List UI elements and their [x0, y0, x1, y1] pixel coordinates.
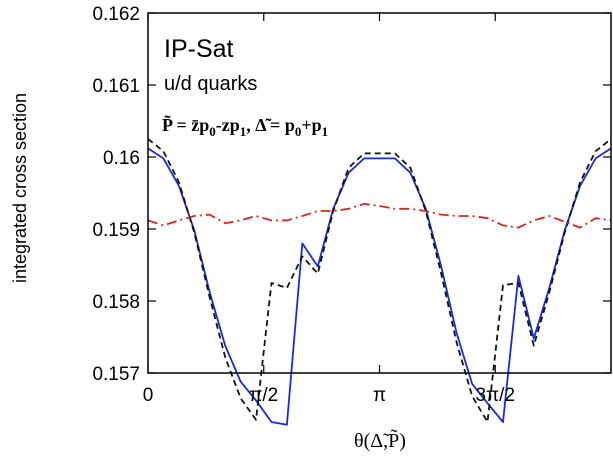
y-tick-label-5: 0.162 — [92, 4, 140, 25]
y-axis-label: integrated cross section — [10, 93, 30, 283]
x-tick-label-3: 3π/2 — [475, 385, 515, 406]
y-tick-label-1: 0.158 — [92, 292, 140, 313]
x-tick-label-2: π — [373, 385, 386, 406]
tick-labels: 0.157 0.158 0.159 0.16 0.161 0.162 0 π/2 π 3π/2 — [92, 4, 515, 406]
annotation-kinematics: P̃ = z̄p0-zp1, Δ̃ = p0+p1 — [162, 115, 328, 139]
series-line-solid — [147, 147, 612, 426]
series-lines — [147, 138, 612, 426]
x-axis-label: θ(Δ̃,P̃) — [354, 428, 406, 452]
x-tick-label-0: 0 — [143, 385, 154, 406]
series-line-dashdot — [147, 202, 612, 229]
y-tick-label-2: 0.159 — [92, 220, 140, 241]
annotation-quarks: u/d quarks — [164, 73, 257, 95]
y-tick-label-0: 0.157 — [92, 364, 140, 385]
y-tick-label-3: 0.16 — [103, 148, 140, 169]
series-line-dashed — [147, 138, 612, 423]
y-tick-label-4: 0.161 — [92, 76, 140, 97]
annotation-model: IP-Sat — [164, 35, 234, 63]
plot-frame — [147, 12, 612, 374]
x-tick-label-1: π/2 — [249, 385, 278, 406]
